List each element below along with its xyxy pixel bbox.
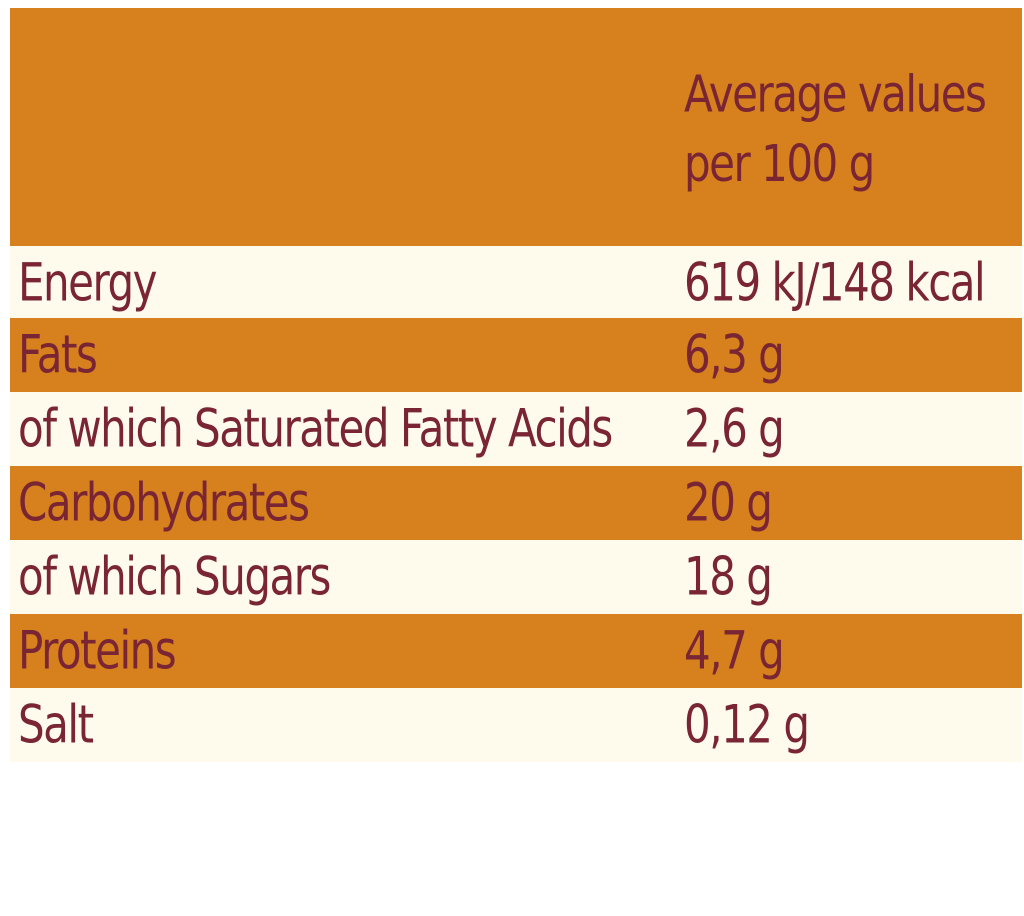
header-line-1: Average values <box>684 64 987 124</box>
table-header: Average values per 100 g <box>10 8 1022 246</box>
row-label: Carbohydrates <box>18 471 310 533</box>
table-row-carbohydrates: Carbohydrates 20 g <box>10 466 1022 540</box>
column-header-average-values: Average values per 100 g <box>684 60 987 199</box>
table-row-salt: Salt 0,12 g <box>10 688 1022 762</box>
table-row-energy: Energy 619 kJ/148 kcal <box>10 246 1022 320</box>
row-value: 18 g <box>684 545 773 607</box>
row-label: Fats <box>18 323 98 385</box>
row-label: Proteins <box>18 619 177 681</box>
row-label: of which Sugars <box>18 545 331 607</box>
table-row-proteins: Proteins 4,7 g <box>10 614 1022 688</box>
row-label: Salt <box>18 693 94 755</box>
row-value: 4,7 g <box>684 619 785 681</box>
table-row-sugars: of which Sugars 18 g <box>10 540 1022 614</box>
row-label: Energy <box>18 251 158 313</box>
row-label: of which Saturated Fatty Acids <box>18 397 613 459</box>
row-value: 6,3 g <box>684 323 785 385</box>
table-row-saturated-fatty-acids: of which Saturated Fatty Acids 2,6 g <box>10 392 1022 466</box>
row-value: 20 g <box>684 471 773 533</box>
nutrition-table: Average values per 100 g Energy 619 kJ/1… <box>10 8 1022 762</box>
table-row-fats: Fats 6,3 g <box>10 318 1022 392</box>
row-value: 0,12 g <box>684 693 810 755</box>
row-value: 2,6 g <box>684 397 785 459</box>
row-value: 619 kJ/148 kcal <box>684 251 986 313</box>
header-line-2: per 100 g <box>684 134 875 194</box>
